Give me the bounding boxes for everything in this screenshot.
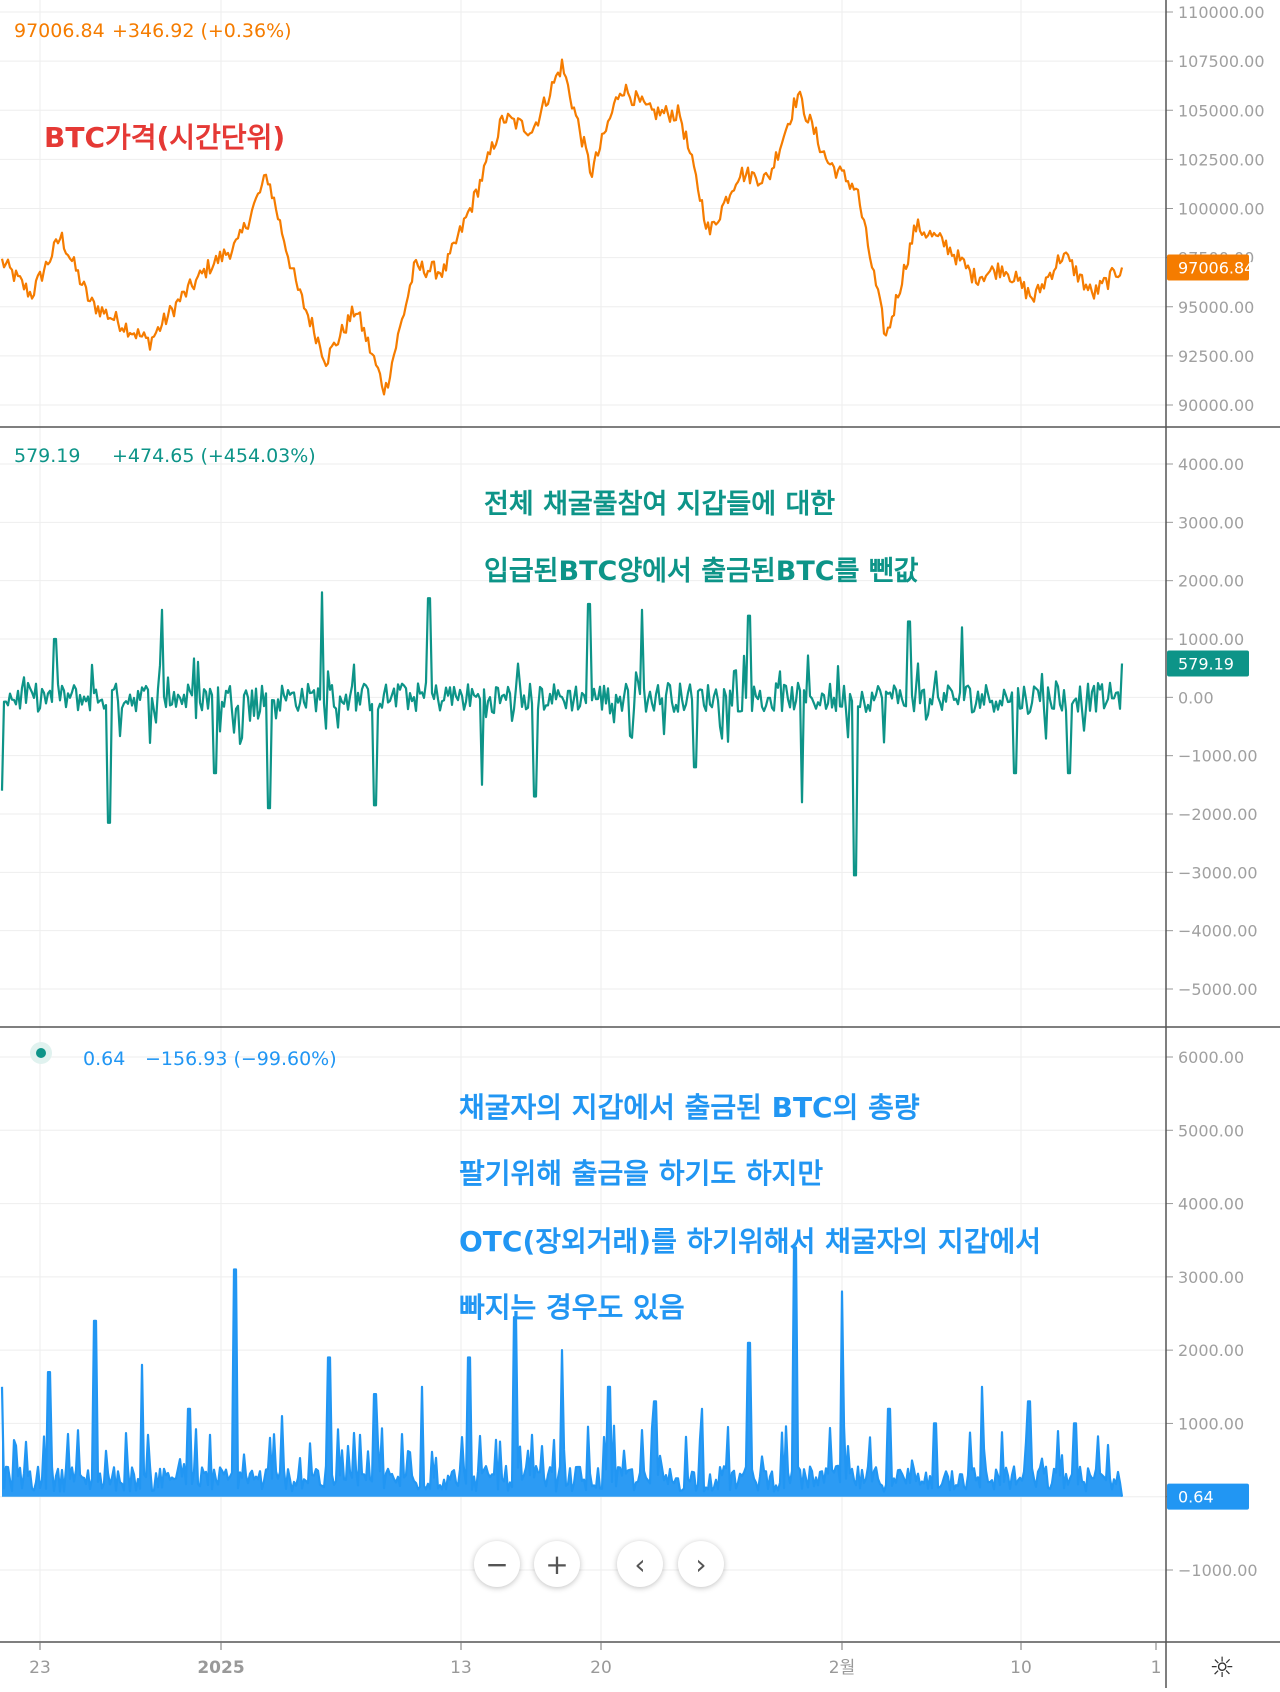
y-tick-label: 95000.00 [1178, 298, 1254, 317]
x-tick-label: 1 [1151, 1658, 1162, 1678]
y-tick-label: 4000.00 [1178, 1195, 1244, 1214]
legend-dot-icon [36, 1048, 46, 1058]
annotation-title-line: BTC가격(시간단위) [44, 121, 285, 154]
y-tick-label: −1000.00 [1178, 1561, 1258, 1580]
scroll-right-button[interactable]: › [678, 1541, 724, 1587]
x-tick-label: 2025 [197, 1658, 244, 1678]
y-tick-label: 4000.00 [1178, 455, 1244, 474]
plus-icon: + [545, 1547, 569, 1581]
y-tick-label: −3000.00 [1178, 863, 1258, 882]
legend-value: 97006.84 [14, 20, 105, 42]
annotation-title-line: OTC(장외거래)를 하기위해서 채굴자의 지갑에서 [459, 1225, 1041, 1258]
y-tick-label: 5000.00 [1178, 1121, 1244, 1140]
y-tick-label: −1000.00 [1178, 747, 1258, 766]
annotation-title-line: 입급된BTC양에서 출금된BTC를 뺀값 [484, 556, 919, 587]
last-value-label: 0.64 [1178, 1488, 1214, 1507]
series-line [0, 1246, 1124, 1497]
y-tick-label: 3000.00 [1178, 513, 1244, 532]
annotation-title-line: 팔기위해 출금을 하기도 하지만 [459, 1157, 823, 1190]
y-tick-label: 1000.00 [1178, 1414, 1244, 1433]
annotation-title-line: 전체 채굴풀참여 지갑들에 대한 [484, 489, 835, 520]
last-value-tag [1167, 1483, 1249, 1510]
zoom-out-button[interactable]: − [474, 1541, 520, 1587]
y-tick-label: 0.00 [1178, 688, 1214, 707]
chevron-right-icon: › [695, 1547, 707, 1581]
x-tick-label: 13 [450, 1658, 472, 1678]
y-tick-label: 105000.00 [1178, 101, 1265, 120]
y-tick-label: 100000.00 [1178, 200, 1265, 219]
x-tick-label: 10 [1010, 1658, 1032, 1678]
legend-value: 579.19 [14, 445, 80, 467]
series-line [0, 591, 1124, 877]
legend-change: +474.65 (+454.03%) [112, 445, 316, 467]
y-tick-label: 90000.00 [1178, 396, 1254, 415]
y-tick-label: 2000.00 [1178, 572, 1244, 591]
chevron-left-icon: ‹ [634, 1547, 646, 1581]
y-tick-label: 3000.00 [1178, 1268, 1244, 1287]
minus-icon: − [485, 1547, 509, 1581]
annotation-title-line: 빠지는 경우도 있음 [459, 1291, 685, 1324]
series-line [0, 58, 1124, 396]
legend-change: +346.92 (+0.36%) [112, 20, 292, 42]
y-tick-label: 6000.00 [1178, 1048, 1244, 1067]
last-value-label: 579.19 [1178, 655, 1234, 674]
y-tick-label: −2000.00 [1178, 805, 1258, 824]
y-tick-label: −5000.00 [1178, 980, 1258, 999]
last-value-tag [1167, 254, 1249, 281]
y-tick-label: 92500.00 [1178, 347, 1254, 366]
y-tick-label: −4000.00 [1178, 922, 1258, 941]
settings-button[interactable]: ☼ [1205, 1650, 1239, 1684]
y-tick-label: 110000.00 [1178, 3, 1265, 22]
annotation-title-line: 채굴자의 지갑에서 출금된 BTC의 총량 [459, 1091, 920, 1124]
x-tick-label: 20 [590, 1658, 612, 1678]
y-tick-label: 102500.00 [1178, 150, 1265, 169]
y-tick-label: 1000.00 [1178, 630, 1244, 649]
x-tick-label: 2월 [829, 1658, 855, 1678]
legend-value: 0.64 [83, 1048, 125, 1070]
last-value-tag [1167, 650, 1249, 677]
settings-icon: ☼ [1209, 1650, 1235, 1684]
last-value-label: 97006.84 [1178, 258, 1254, 277]
x-tick-label: 23 [29, 1658, 51, 1678]
legend-change: −156.93 (−99.60%) [145, 1048, 337, 1070]
scroll-left-button[interactable]: ‹ [617, 1541, 663, 1587]
y-tick-label: 2000.00 [1178, 1341, 1244, 1360]
zoom-in-button[interactable]: + [534, 1541, 580, 1587]
y-tick-label: 107500.00 [1178, 52, 1265, 71]
